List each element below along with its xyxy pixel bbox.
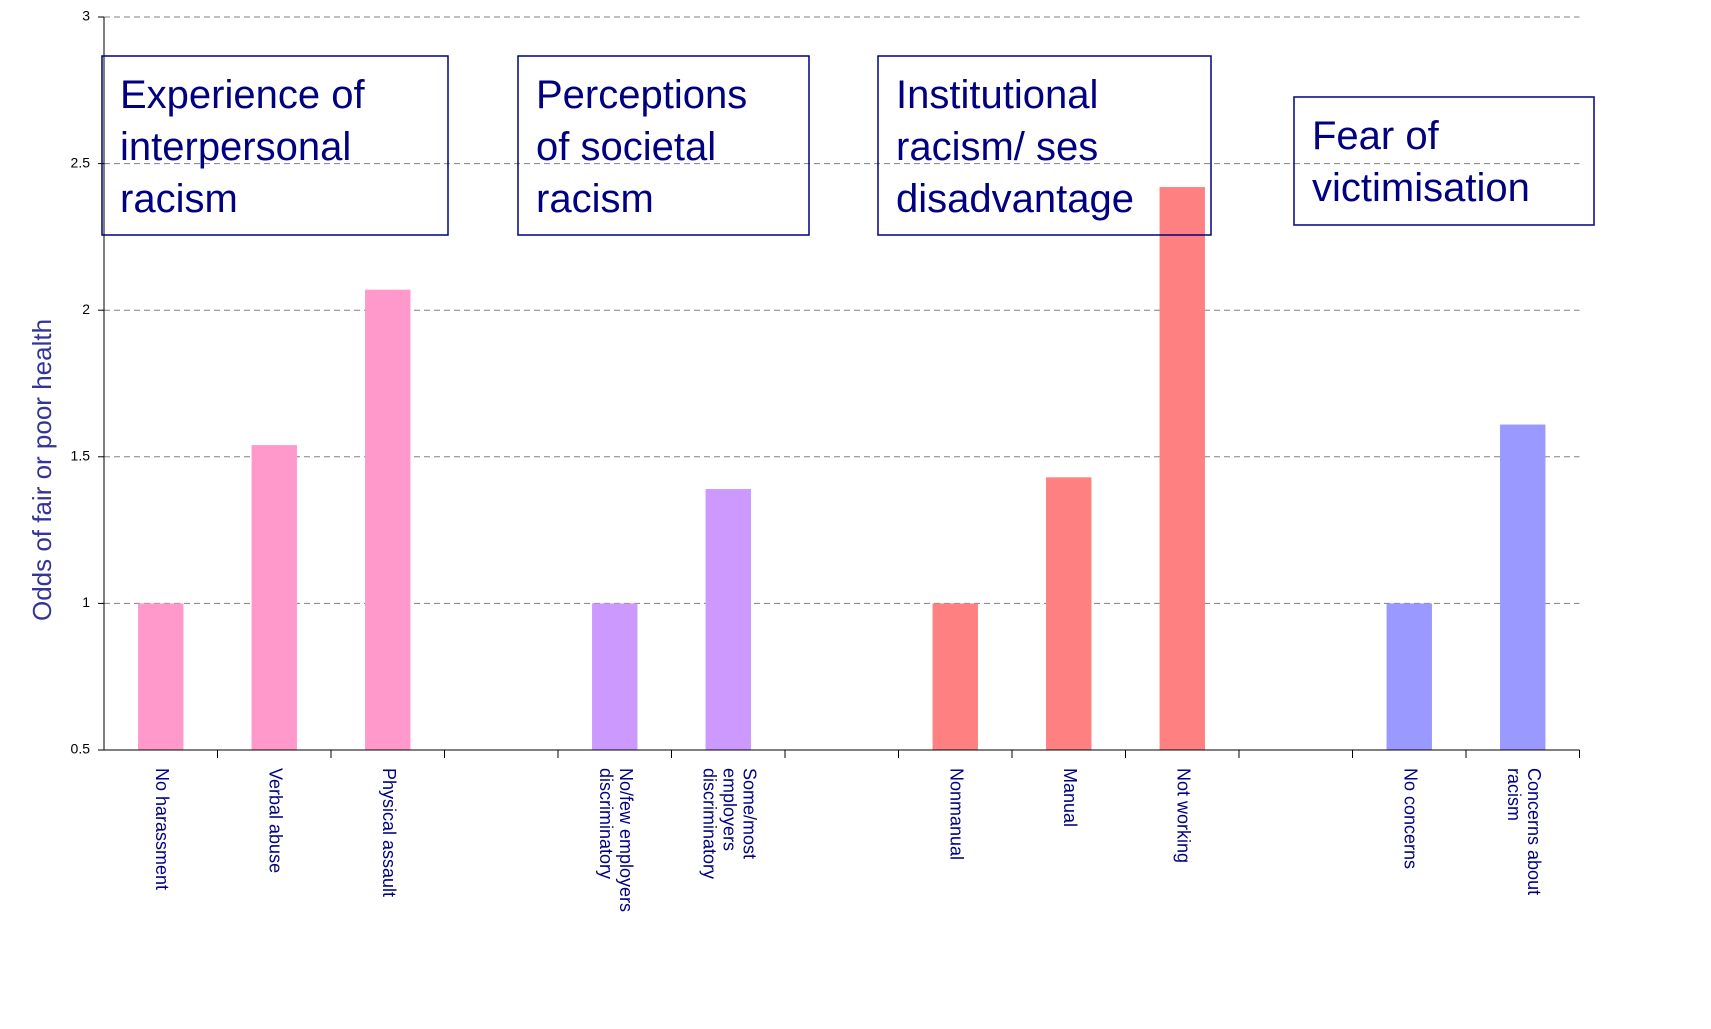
- y-tick-label: 1.5: [71, 448, 91, 464]
- annotation-text: racism: [536, 177, 654, 221]
- bar: [1159, 187, 1205, 750]
- annotation-box: [877, 55, 1212, 236]
- bar: [1500, 424, 1546, 750]
- annotation-text: interpersonal: [120, 125, 351, 169]
- annotation-text: Experience of: [120, 73, 365, 117]
- annotation-text: Institutional: [896, 73, 1098, 117]
- x-tick-label: No harassment: [152, 768, 172, 890]
- y-tick-label: 0.5: [71, 741, 91, 757]
- annotation-text: Fear of: [1312, 114, 1440, 158]
- x-tick-label: Nonmanual: [947, 768, 967, 860]
- bar: [592, 603, 638, 750]
- x-tick-label: Not working: [1174, 768, 1194, 863]
- y-tick-label: 3: [82, 8, 90, 24]
- x-tick-label: No/few employersdiscriminatory: [596, 768, 636, 912]
- annotation-box: [517, 55, 810, 236]
- annotation-text: Perceptions: [536, 73, 747, 117]
- bar: [251, 445, 297, 750]
- x-tick-label: Manual: [1060, 768, 1080, 827]
- y-axis-label: Odds of fair or poor health: [27, 319, 57, 621]
- x-tick-label: Concerns aboutracism: [1504, 768, 1544, 895]
- annotation-text: victimisation: [1312, 166, 1530, 210]
- x-tick-label: No concerns: [1401, 768, 1421, 869]
- annotation-text: racism/ ses: [896, 125, 1098, 169]
- y-tick-label: 2: [82, 301, 90, 317]
- bar: [705, 489, 751, 750]
- annotation-box: [101, 55, 449, 236]
- annotation-text: of societal: [536, 125, 716, 169]
- bar: [138, 603, 184, 750]
- x-tick-label: Some/mostemployersdiscriminatory: [700, 768, 760, 879]
- annotation-text: disadvantage: [896, 177, 1134, 221]
- annotation-text: racism: [120, 177, 238, 221]
- bar: [932, 603, 978, 750]
- bar: [365, 289, 411, 750]
- bar: [1046, 477, 1092, 750]
- y-tick-label: 1: [82, 594, 90, 610]
- bar: [1386, 603, 1432, 750]
- x-tick-label: Physical assault: [379, 768, 399, 897]
- annotation-box: [1293, 96, 1595, 226]
- y-tick-label: 2.5: [71, 154, 91, 170]
- x-tick-label: Verbal abuse: [266, 768, 286, 873]
